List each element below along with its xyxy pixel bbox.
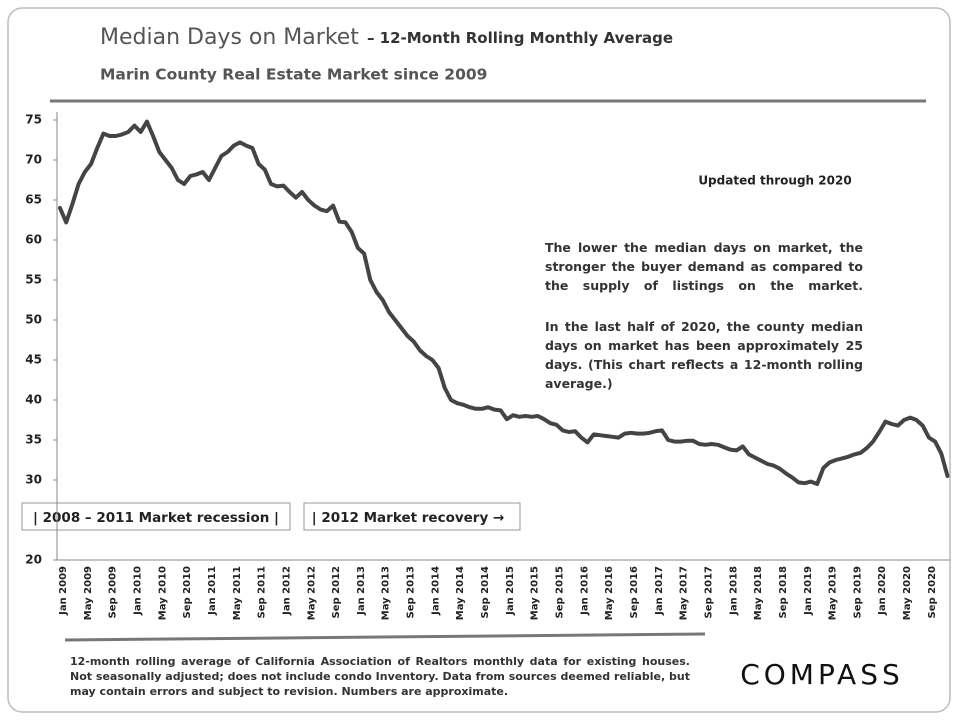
x-tick-label: Sep 2012: [331, 566, 342, 618]
x-tick-label: May 2011: [232, 566, 243, 620]
x-tick-label: Sep 2013: [406, 566, 417, 618]
x-tick-label: May 2017: [679, 566, 690, 620]
x-tick-label: May 2013: [381, 566, 392, 620]
x-tick-label: Sep 2011: [257, 566, 268, 618]
x-tick-label: Sep 2017: [703, 566, 714, 618]
x-tick-label: May 2015: [530, 566, 541, 620]
x-tick-label: Jan 2014: [430, 566, 441, 616]
x-tick-label: Jan 2018: [728, 566, 739, 616]
logo: COMPASS: [740, 658, 904, 691]
x-tick-label: Jan 2012: [281, 566, 292, 616]
x-tick-label: Jan 2013: [356, 566, 367, 616]
y-tick-label: 40: [25, 393, 42, 407]
x-tick-label: Jan 2011: [207, 566, 218, 616]
recovery-label: | 2012 Market recovery →: [312, 510, 505, 526]
updated-note: Updated through 2020: [698, 174, 851, 188]
y-tick-label: 35: [25, 433, 42, 447]
y-tick-label: 75: [25, 113, 42, 127]
x-tick-label: Sep 2010: [182, 566, 193, 618]
note-2: In the last half of 2020, the county med…: [545, 319, 863, 391]
x-tick-label: Jan 2016: [579, 566, 590, 616]
subtitle: Marin County Real Estate Market since 20…: [100, 66, 487, 84]
x-tick-label: Sep 2014: [480, 566, 491, 618]
frame: [7, 7, 951, 713]
x-tick-label: Sep 2019: [852, 566, 863, 618]
x-tick-label: Jan 2017: [654, 566, 665, 616]
recession-label: | 2008 – 2011 Market recession |: [33, 510, 279, 526]
y-tick-label: 50: [25, 313, 42, 327]
title-main: Median Days on Market: [100, 25, 359, 50]
x-tick-label: May 2020: [902, 566, 913, 620]
x-tick-label: May 2010: [157, 566, 168, 620]
x-tick-label: May 2012: [306, 566, 317, 620]
footnote: 12-month rolling average of California A…: [70, 655, 690, 698]
y-tick-label: 45: [25, 353, 42, 367]
footnote-rule: [64, 632, 706, 642]
x-tick-label: May 2014: [455, 566, 466, 620]
note-1: The lower the median days on market, the…: [545, 240, 863, 293]
recovery-box: [303, 502, 521, 531]
y-tick-label: 65: [25, 193, 42, 207]
chart-title: Median Days on Market – 12-Month Rolling …: [100, 25, 673, 50]
x-tick-label: Sep 2018: [778, 566, 789, 618]
x-tick-label: Jan 2009: [58, 566, 69, 616]
x-tick-label: Sep 2009: [108, 566, 119, 618]
y-tick-label: 30: [25, 473, 42, 487]
x-tick-label: Sep 2015: [555, 566, 566, 618]
x-tick-label: May 2016: [604, 566, 615, 620]
recession-box: [21, 502, 291, 531]
x-tick-label: Jan 2015: [505, 566, 516, 616]
y-tick-label: 20: [25, 553, 42, 567]
x-tick-label: May 2019: [828, 566, 839, 620]
x-tick-label: Jan 2019: [803, 566, 814, 616]
y-tick-label: 70: [25, 153, 42, 167]
x-tick-label: Jan 2020: [877, 566, 888, 616]
data-line: [58, 119, 950, 486]
y-tick-label: 60: [25, 233, 42, 247]
y-tick-label: 55: [25, 273, 42, 287]
x-tick-label: Sep 2016: [629, 566, 640, 618]
x-tick-label: Sep 2020: [927, 566, 938, 618]
x-tick-label: May 2018: [753, 566, 764, 620]
x-tick-label: Jan 2010: [132, 566, 143, 616]
title-suffix: – 12-Month Rolling Monthly Average: [367, 29, 673, 47]
x-tick-label: May 2009: [83, 566, 94, 620]
